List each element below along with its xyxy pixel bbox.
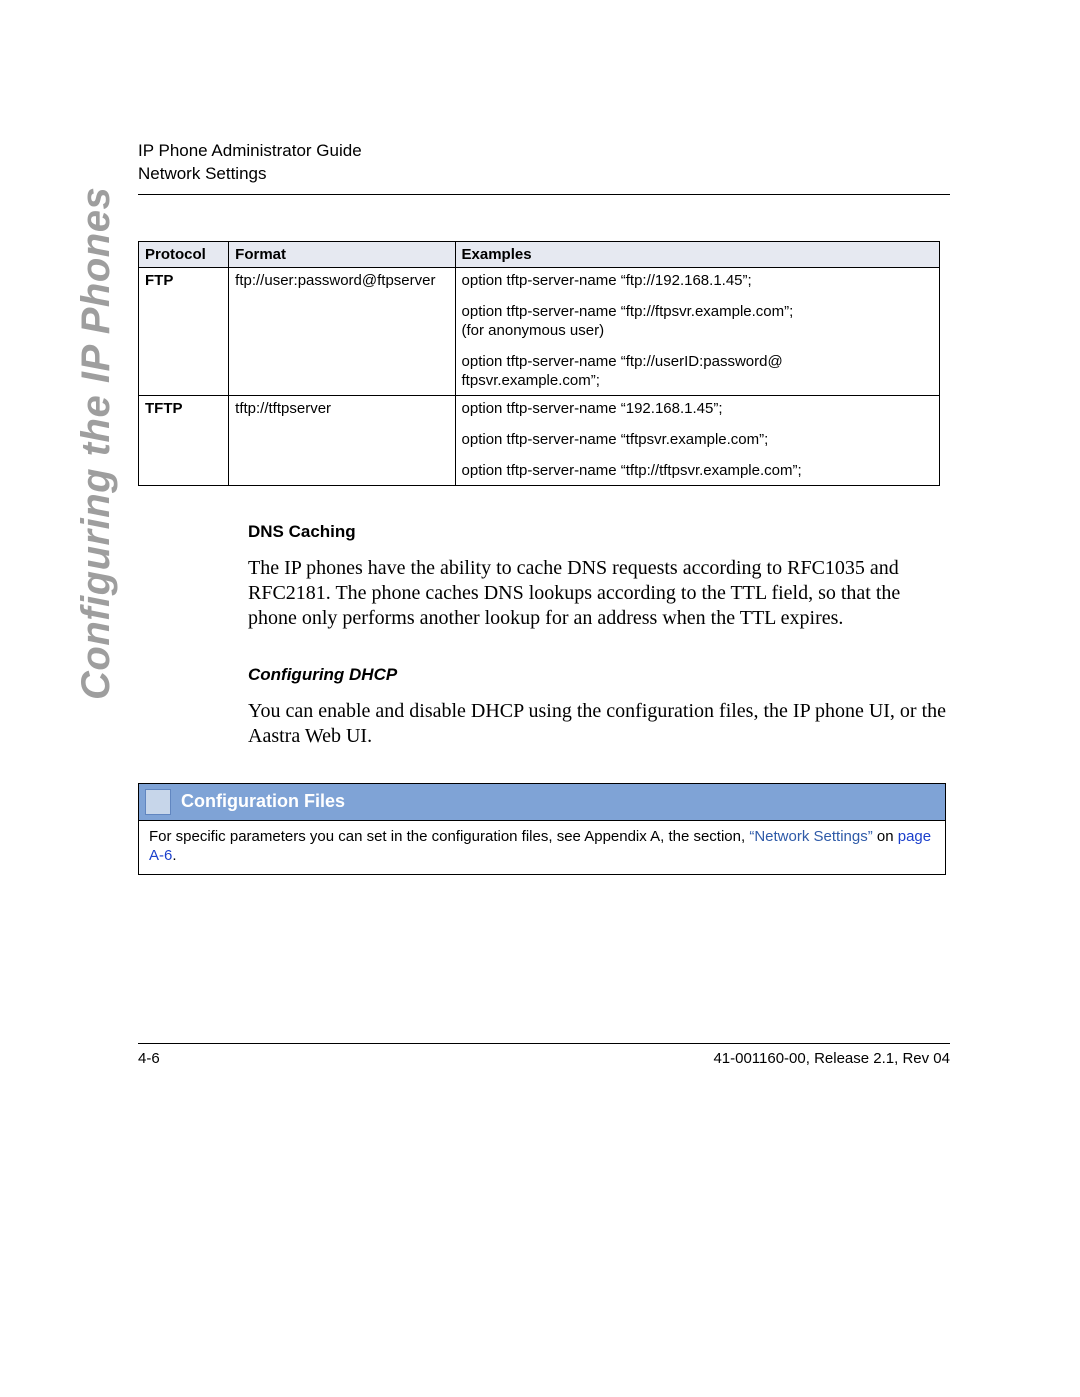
heading-config-dhcp: Configuring DHCP (248, 665, 948, 685)
th-format: Format (229, 241, 455, 267)
table-row: FTP ftp://user:password@ftpserver option… (139, 267, 940, 395)
config-files-title: Configuration Files (181, 791, 345, 812)
para-dns-caching: The IP phones have the ability to cache … (248, 556, 948, 631)
config-files-bar: Configuration Files (139, 784, 945, 821)
heading-dns-caching: DNS Caching (248, 522, 948, 542)
footer-page-number: 4-6 (138, 1050, 160, 1067)
header-line-2: Network Settings (138, 163, 950, 186)
document-page: IP Phone Administrator Guide Network Set… (0, 0, 1080, 1397)
config-files-body: For specific parameters you can set in t… (139, 821, 945, 874)
table-header-row: Protocol Format Examples (139, 241, 940, 267)
para-config-dhcp: You can enable and disable DHCP using th… (248, 699, 948, 749)
cell-protocol: TFTP (139, 395, 229, 485)
table-row: TFTP tftp://tftpserver option tftp-serve… (139, 395, 940, 485)
th-protocol: Protocol (139, 241, 229, 267)
chapter-side-title: Configuring the IP Phones (74, 187, 119, 700)
cell-protocol: FTP (139, 267, 229, 395)
footer-doc-info: 41-001160-00, Release 2.1, Rev 04 (713, 1050, 950, 1067)
header-line-1: IP Phone Administrator Guide (138, 140, 950, 163)
cell-format: tftp://tftpserver (229, 395, 455, 485)
cell-format: ftp://user:password@ftpserver (229, 267, 455, 395)
th-examples: Examples (455, 241, 939, 267)
config-body-post: . (172, 847, 176, 864)
cell-examples: option tftp-server-name “192.168.1.45”; … (455, 395, 939, 485)
page-header: IP Phone Administrator Guide Network Set… (138, 140, 950, 195)
page-footer: 4-6 41-001160-00, Release 2.1, Rev 04 (138, 1043, 950, 1067)
header-rule (138, 194, 950, 195)
config-files-box: Configuration Files For specific paramet… (138, 783, 946, 875)
config-body-mid: on (873, 828, 898, 845)
body-text-block: DNS Caching The IP phones have the abili… (248, 522, 948, 749)
link-network-settings[interactable]: “Network Settings” (749, 828, 872, 845)
footer-rule (138, 1043, 950, 1044)
protocol-table: Protocol Format Examples FTP ftp://user:… (138, 241, 940, 486)
bar-square-icon (145, 789, 171, 815)
config-body-pre: For specific parameters you can set in t… (149, 828, 749, 845)
cell-examples: option tftp-server-name “ftp://192.168.1… (455, 267, 939, 395)
